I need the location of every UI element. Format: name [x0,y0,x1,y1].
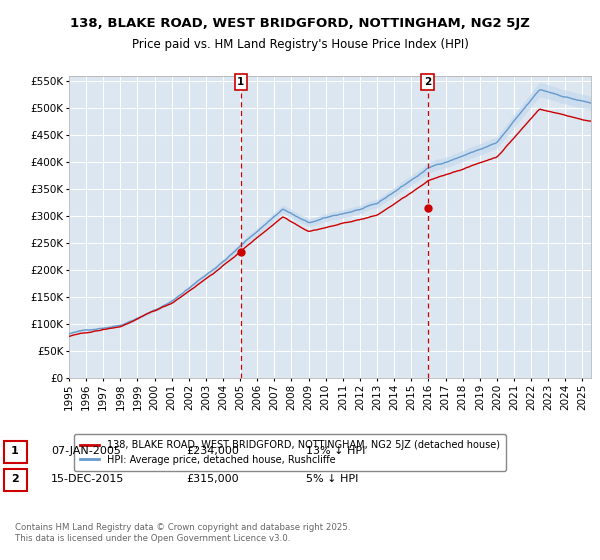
Text: 5% ↓ HPI: 5% ↓ HPI [306,474,358,484]
Text: 15-DEC-2015: 15-DEC-2015 [51,474,124,484]
Text: 138, BLAKE ROAD, WEST BRIDGFORD, NOTTINGHAM, NG2 5JZ: 138, BLAKE ROAD, WEST BRIDGFORD, NOTTING… [70,17,530,30]
Text: 2: 2 [424,77,431,87]
Text: 13% ↓ HPI: 13% ↓ HPI [306,446,365,456]
Text: £315,000: £315,000 [186,474,239,484]
Text: 2: 2 [11,474,19,484]
Text: £234,000: £234,000 [186,446,239,456]
Legend: 138, BLAKE ROAD, WEST BRIDGFORD, NOTTINGHAM, NG2 5JZ (detached house), HPI: Aver: 138, BLAKE ROAD, WEST BRIDGFORD, NOTTING… [74,434,506,471]
Text: Price paid vs. HM Land Registry's House Price Index (HPI): Price paid vs. HM Land Registry's House … [131,38,469,52]
Text: 07-JAN-2005: 07-JAN-2005 [51,446,121,456]
Text: Contains HM Land Registry data © Crown copyright and database right 2025.
This d: Contains HM Land Registry data © Crown c… [15,524,350,543]
Text: 1: 1 [11,446,19,456]
Text: 1: 1 [237,77,244,87]
